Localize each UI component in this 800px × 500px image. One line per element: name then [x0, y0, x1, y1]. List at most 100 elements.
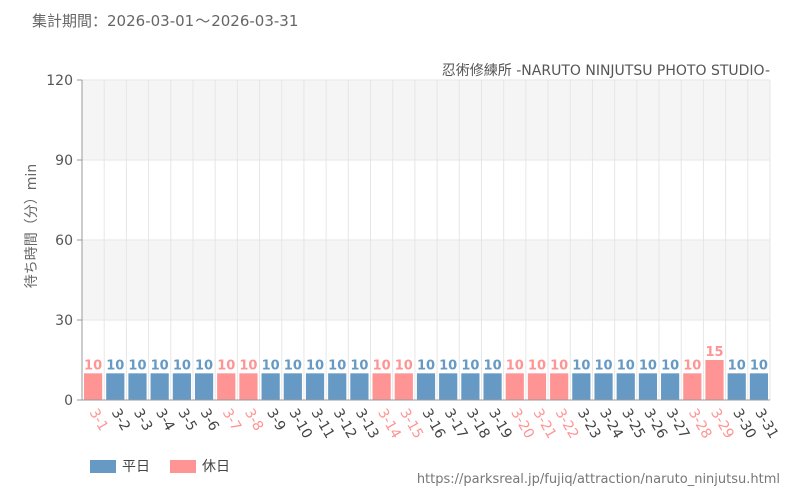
x-axis: 3-13-23-33-43-53-63-73-83-93-103-113-123…	[82, 399, 781, 442]
bar	[527, 373, 547, 400]
bar	[394, 373, 413, 400]
bar-value-label: 10	[128, 358, 146, 373]
bar-value-label: 10	[350, 358, 368, 373]
bar-value-label: 10	[461, 358, 479, 373]
bar	[283, 373, 302, 400]
y-tick-label: 90	[55, 153, 73, 169]
bar	[416, 373, 436, 400]
period-label: 集計期間：	[32, 12, 108, 30]
y-axis: 0 30 60 90 120	[46, 73, 83, 409]
bar	[505, 373, 524, 400]
x-tick-label: 3-6	[197, 406, 222, 434]
bar-value-label: 10	[217, 358, 235, 373]
bar-value-label: 10	[395, 358, 413, 373]
bar-value-label: 10	[639, 358, 657, 373]
legend-swatch-holiday	[170, 459, 196, 473]
bar	[372, 373, 391, 400]
period-header: 集計期間：2026-03-01〜2026-03-31	[32, 10, 298, 31]
legend-label-holiday: 休日	[202, 459, 230, 475]
bar	[638, 373, 658, 400]
bar	[483, 373, 502, 400]
bar	[83, 373, 103, 400]
x-tick-label: 3-1	[86, 406, 111, 434]
plot-band	[82, 80, 770, 160]
bar-value-label: 10	[262, 358, 280, 373]
legend-item-holiday: 休日	[170, 456, 230, 476]
bar	[705, 360, 724, 400]
legend-label-weekday: 平日	[122, 459, 150, 475]
bar-value-label: 10	[683, 358, 701, 373]
bar-value-label: 10	[195, 358, 213, 373]
bar-value-label: 10	[595, 358, 613, 373]
bar	[661, 373, 680, 400]
bar-value-label: 10	[661, 358, 679, 373]
bar	[128, 373, 147, 400]
bar-value-label: 10	[417, 358, 435, 373]
x-tick-label: 3-31	[751, 406, 781, 442]
bar	[305, 373, 325, 400]
bar-value-label: 10	[528, 358, 546, 373]
bar	[439, 373, 458, 400]
plot-band	[82, 240, 770, 320]
x-tick-label: 3-4	[152, 406, 177, 434]
period-start: 2026-03-01	[107, 12, 195, 30]
bar	[572, 373, 591, 400]
y-tick-label: 120	[46, 73, 73, 89]
y-axis-label: 待ち時間（分）min	[24, 164, 40, 288]
x-tick-label: 3-9	[263, 406, 288, 434]
bar-value-label: 10	[506, 358, 524, 373]
x-tick-label: 3-8	[241, 406, 266, 434]
bar-value-label: 10	[328, 358, 346, 373]
legend-swatch-weekday	[90, 459, 116, 473]
bar-value-label: 10	[106, 358, 124, 373]
y-tick-label: 60	[55, 233, 73, 249]
bar	[461, 373, 480, 400]
period-separator: 〜	[195, 12, 211, 30]
bar	[749, 373, 769, 400]
bar	[594, 373, 613, 400]
bar-value-label: 10	[84, 358, 102, 373]
y-tick-label: 30	[55, 313, 73, 329]
bar-value-label: 10	[306, 358, 324, 373]
bar	[261, 373, 280, 400]
legend: 平日 休日	[90, 456, 230, 476]
bars: 10 10 10 10 10 10 10 10 10 10 10 10 10 10 10 10 10 10 10 10…	[83, 345, 769, 400]
bar	[616, 373, 635, 400]
bar	[217, 373, 236, 400]
chart-title: 忍術修練所 -NARUTO NINJUTSU PHOTO STUDIO-	[442, 63, 770, 79]
bar-value-label: 15	[705, 345, 723, 360]
bar	[350, 373, 369, 400]
source-url[interactable]: https://parksreal.jp/fujiq/attraction/na…	[416, 472, 780, 487]
bar	[194, 373, 214, 400]
plot-bands	[82, 80, 770, 400]
bar	[239, 373, 258, 400]
bar	[727, 373, 746, 400]
x-tick-label: 3-5	[174, 406, 199, 434]
bar-value-label: 10	[439, 358, 457, 373]
grid-lines	[81, 79, 771, 400]
y-tick-label: 0	[64, 393, 73, 409]
bar-value-label: 10	[373, 358, 391, 373]
bar-value-label: 10	[750, 358, 768, 373]
bar-value-label: 10	[239, 358, 257, 373]
bar-value-label: 10	[617, 358, 635, 373]
period-end: 2026-03-31	[211, 12, 299, 30]
bar-value-label: 10	[151, 358, 169, 373]
x-tick-label: 3-2	[108, 406, 133, 434]
bar-value-label: 10	[484, 358, 502, 373]
bar	[683, 373, 702, 400]
plot-band	[82, 160, 770, 240]
bar	[328, 373, 347, 400]
bar	[150, 373, 169, 400]
bar	[172, 373, 191, 400]
bar	[550, 373, 569, 400]
bar-value-label: 10	[728, 358, 746, 373]
legend-item-weekday: 平日	[90, 456, 150, 476]
bar-value-label: 10	[173, 358, 191, 373]
bar-value-label: 10	[572, 358, 590, 373]
bar-value-label: 10	[550, 358, 568, 373]
x-tick-label: 3-7	[219, 406, 244, 434]
bar	[106, 373, 125, 400]
x-tick-label: 3-3	[130, 406, 155, 434]
